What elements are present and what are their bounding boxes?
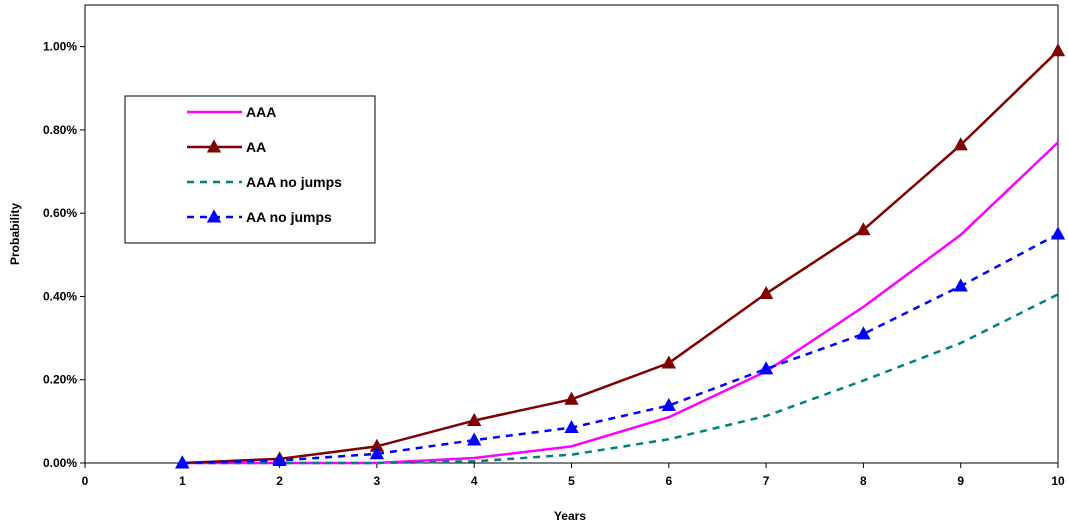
y-axis: 0.00% 0.20% 0.40% 0.60% 0.80% 1.00% [43, 40, 85, 470]
series-aa-no-jumps [175, 226, 1066, 469]
data-point-aa-no-jumps [272, 452, 287, 466]
data-point-aa [856, 222, 871, 236]
x-tick-label: 0 [82, 474, 89, 488]
legend-label: AA [246, 139, 266, 155]
y-tick-label: 0.80% [43, 123, 77, 137]
y-tick-label: 0.40% [43, 289, 77, 303]
data-point-aa [467, 412, 482, 426]
x-tick-label: 5 [568, 474, 575, 488]
legend-label: AA no jumps [246, 209, 332, 225]
series-line-aa [182, 49, 1059, 465]
y-tick-label: 0.20% [43, 373, 77, 387]
y-tick-label: 0.60% [43, 206, 77, 220]
y-tick-label: 1.00% [43, 40, 77, 54]
x-tick-label: 3 [374, 474, 381, 488]
x-tick-label: 9 [957, 474, 964, 488]
data-point-aa-no-jumps [467, 432, 482, 446]
data-point-aa [758, 285, 774, 299]
x-tick-label: 10 [1051, 474, 1065, 488]
x-axis-title: Years [554, 509, 586, 523]
data-point-aa-no-jumps [564, 419, 579, 434]
legend-item-aa-no-jumps: AA no jumps [187, 209, 332, 225]
x-tick-label: 8 [860, 474, 867, 488]
x-axis: 0 1 2 3 4 5 6 7 8 9 10 [82, 463, 1065, 488]
y-tick-label: 0.00% [43, 456, 77, 470]
data-point-aa [661, 355, 676, 369]
data-point-aa-no-jumps [758, 361, 774, 375]
legend-item-aaa-no-jumps: AAA no jumps [187, 174, 342, 190]
series-line-aaa-no-jumps [182, 293, 1059, 465]
data-point-aa-no-jumps [1050, 226, 1066, 240]
legend-item-aa: AA [187, 139, 266, 155]
x-tick-label: 1 [179, 474, 186, 488]
data-point-aa-no-jumps [856, 326, 871, 340]
series-line-aa-no-jumps [182, 232, 1059, 465]
data-point-aa-no-jumps [175, 455, 190, 469]
series-aaa-no-jumps [182, 293, 1059, 465]
x-tick-label: 2 [276, 474, 283, 488]
legend-label: AAA [246, 104, 276, 120]
legend-item-aaa: AAA [187, 104, 276, 120]
x-tick-label: 7 [763, 474, 770, 488]
data-point-aa [564, 391, 579, 405]
legend-marker [206, 139, 222, 153]
data-point-aa-no-jumps [953, 278, 968, 292]
data-point-aa [1050, 43, 1066, 57]
data-point-aa-no-jumps [661, 397, 676, 411]
legend-box [124, 95, 376, 244]
legend-marker [206, 209, 222, 223]
y-axis-title: Probability [8, 203, 22, 265]
legend-label: AAA no jumps [246, 174, 342, 190]
x-tick-label: 4 [471, 474, 478, 488]
x-tick-label: 6 [665, 474, 672, 488]
data-point-aa [953, 137, 968, 151]
data-point-aa-no-jumps [369, 446, 385, 460]
series-layer [175, 43, 1066, 469]
